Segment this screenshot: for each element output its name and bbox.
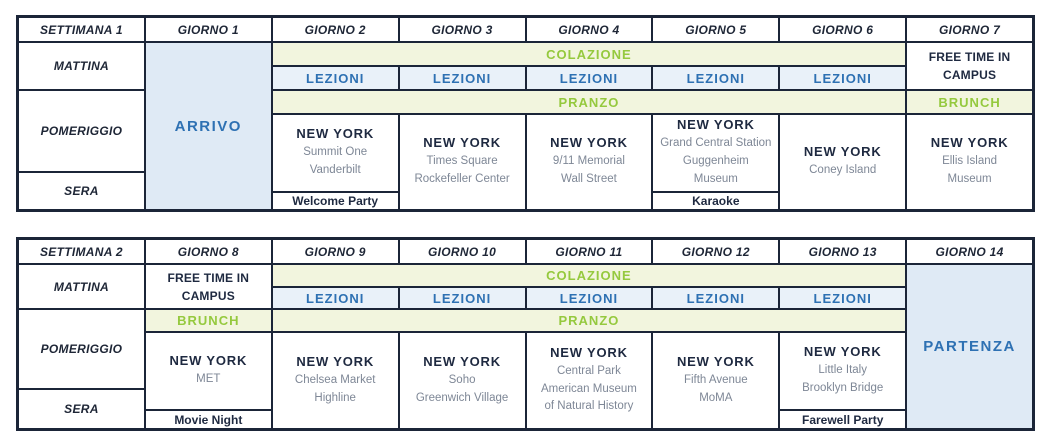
week1-day7-brunch-cell: BRUNCH [906,90,1033,114]
week2-row-label-sera: SERA [18,389,145,429]
week1-day7-activity-details: Ellis Island Museum [942,155,998,185]
week2-header-giorno-12: GIORNO 12 [652,239,780,264]
week1-day7-free-time-cell: FREE TIME IN CAMPUS [906,42,1033,90]
week1-day5-activity-cell: NEW YORK Grand Central Station Guggenhei… [652,114,780,192]
week2-day9-activity-cell: NEW YORK Chelsea Market Highline [271,332,399,429]
week1-day4-activity-details: 9/11 Memorial Wall Street [552,155,625,185]
week2-header-giorno-10: GIORNO 10 [398,239,526,264]
week1-day3-activity-cell: NEW YORK Times Square Rockefeller Center [398,114,526,210]
week2-day8-event-cell: Movie Night [144,410,272,429]
week1-day3-activity-details: Times Square Rockefeller Center [414,155,510,185]
week2-lezioni-day12: LEZIONI [652,287,780,309]
week1-header-giorno-2: GIORNO 2 [271,17,399,42]
week2-day10-city: NEW YORK [423,353,501,369]
week1-day7-city: NEW YORK [930,135,1009,151]
week2-day12-activity-details: Fifth Avenue MoMA [683,373,748,404]
week1-header-giorno-4: GIORNO 4 [525,17,653,42]
week2-pranzo-banner: PRANZO [271,309,907,332]
week1-header-giorno-5: GIORNO 5 [652,17,780,42]
week1-header-giorno-6: GIORNO 6 [779,17,907,42]
week1-day4-activity-cell: NEW YORK 9/11 Memorial Wall Street [525,114,653,210]
week2-day13-activity-details: Little Italy Brooklyn Bridge [802,364,884,394]
week1-day2-activity-cell: NEW YORK Summit One Vanderbilt [271,114,399,192]
week2-day12-activity-cell: NEW YORK Fifth Avenue MoMA [652,332,780,429]
week2-day8-brunch-cell: BRUNCH [144,309,272,332]
week1-lezioni-day2: LEZIONI [271,66,399,90]
week1-day6-city: NEW YORK [803,144,882,160]
week2-header-giorno-11: GIORNO 11 [525,239,653,264]
week1-day5-city: NEW YORK [676,117,755,133]
week1-day5-event-cell: Karaoke [652,192,780,210]
week2-lezioni-day13: LEZIONI [779,287,907,309]
week1-header-giorno-1: GIORNO 1 [144,17,272,42]
week1-colazione-banner: COLAZIONE [271,42,907,66]
week1-row-label-pomeriggio: POMERIGGIO [18,90,145,172]
week2-day10-activity-cell: NEW YORK Soho Greenwich Village [398,332,526,429]
week2-header-giorno-13: GIORNO 13 [779,239,907,264]
week2-day8-free-time-cell: FREE TIME IN CAMPUS [144,264,272,309]
week1-header-giorno-7: GIORNO 7 [906,17,1033,42]
week1-row-label-mattina: MATTINA [18,42,145,90]
week1-lezioni-day6: LEZIONI [779,66,907,90]
week2-day8-city: NEW YORK [169,353,248,369]
week2-day8-activity-details: MET [196,373,221,386]
week2-lezioni-day10: LEZIONI [398,287,526,309]
week2-day11-city: NEW YORK [550,344,628,360]
week2-row-label-pomeriggio: POMERIGGIO [18,309,145,389]
week1-pranzo-banner: PRANZO [271,90,907,114]
week2-day12-city: NEW YORK [676,353,755,369]
week1-row-label-sera: SERA [18,172,145,210]
week2-row-label-mattina: MATTINA [18,264,145,309]
week1-day2-city: NEW YORK [296,126,375,142]
week1-header-settimana: SETTIMANA 1 [18,17,145,42]
week2-table: SETTIMANA 2 GIORNO 8 GIORNO 9 GIORNO 10 … [16,237,1035,431]
week1-lezioni-day5: LEZIONI [652,66,780,90]
week2-colazione-banner: COLAZIONE [271,264,907,287]
week2-day13-event-cell: Farewell Party [779,410,907,429]
week1-day7-activity-cell: NEW YORK Ellis Island Museum [906,114,1033,210]
week1-table: SETTIMANA 1 GIORNO 1 GIORNO 2 GIORNO 3 G… [16,15,1035,212]
week2-header-giorno-8: GIORNO 8 [144,239,272,264]
week1-lezioni-day4: LEZIONI [525,66,653,90]
week1-lezioni-day3: LEZIONI [398,66,526,90]
week1-day6-activity-cell: NEW YORK Coney Island [779,114,907,210]
week1-day6-activity-details: Coney Island [809,164,877,177]
week1-day2-event-cell: Welcome Party [271,192,399,210]
week1-arrivo-cell: ARRIVO [144,42,272,210]
week2-partenza-cell: PARTENZA [906,264,1033,429]
week1-day5-activity-details: Grand Central Station Guggenheim Museum [660,137,772,185]
week1-day4-city: NEW YORK [550,135,628,151]
week2-header-giorno-9: GIORNO 9 [271,239,399,264]
week2-day9-city: NEW YORK [296,353,375,369]
week2-day10-activity-details: Soho Greenwich Village [415,373,509,404]
week1-header-giorno-3: GIORNO 3 [398,17,526,42]
week2-lezioni-day11: LEZIONI [525,287,653,309]
week2-day13-activity-cell: NEW YORK Little Italy Brooklyn Bridge [779,332,907,410]
week1-day3-city: NEW YORK [423,135,501,151]
week2-day9-activity-details: Chelsea Market Highline [294,373,376,404]
week2-day8-activity-cell: NEW YORK MET [144,332,272,410]
week2-day11-activity-details: Central Park American Museum of Natural … [541,364,637,413]
week1-day2-activity-details: Summit One Vanderbilt [303,146,368,176]
week2-header-giorno-14: GIORNO 14 [906,239,1033,264]
week2-day11-activity-cell: NEW YORK Central Park American Museum of… [525,332,653,429]
week2-lezioni-day9: LEZIONI [271,287,399,309]
week2-header-settimana: SETTIMANA 2 [18,239,145,264]
week2-day13-city: NEW YORK [803,344,882,360]
